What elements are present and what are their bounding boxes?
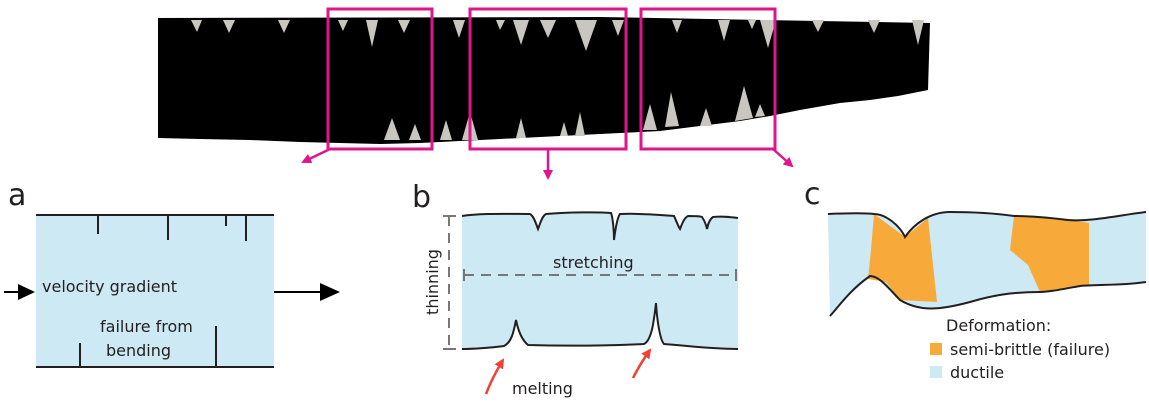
- zoom-arrow-a: [301, 147, 331, 164]
- panel-c-bottom-edge: [829, 274, 1147, 317]
- panel-b: b thinning stretching melting: [412, 180, 739, 398]
- panel-a-ice-block: [36, 215, 274, 367]
- zoom-box-a: [326, 7, 434, 151]
- panel-c-letter: c: [804, 177, 821, 212]
- melting-arrows: [484, 348, 652, 395]
- stretching-indicator: [463, 269, 737, 281]
- legend-title: Deformation:: [946, 316, 1051, 335]
- zoom-arrow-c: [772, 148, 794, 168]
- legend-swatch-ductile: [930, 366, 942, 378]
- failure-from-label: failure from: [100, 317, 193, 336]
- panel-b-letter: b: [412, 180, 431, 215]
- velocity-gradient-label: velocity gradient: [42, 277, 177, 296]
- ice-shelf-body: [158, 17, 930, 144]
- legend-label-ductile: ductile: [950, 363, 1004, 382]
- semi-brittle-zone-1: [868, 214, 937, 302]
- panel-a-fractures: [79, 215, 247, 367]
- panel-c: c Deformation: semi-brittle (failure) du…: [804, 177, 1147, 382]
- panel-b-bottom-edge: [461, 302, 739, 350]
- panel-a-letter: a: [8, 178, 26, 213]
- panel-c-top-edge: [827, 210, 1147, 240]
- thinning-indicator: [443, 215, 456, 350]
- crevasses-top: [191, 20, 924, 51]
- legend-swatch-semi-brittle: [930, 343, 942, 355]
- zoom-box-c: [639, 7, 777, 151]
- legend-label-semi-brittle: semi-brittle (failure): [950, 340, 1110, 359]
- stretching-label: stretching: [553, 253, 634, 272]
- right-arrowhead: [320, 283, 340, 301]
- panel-b-ice-block: [462, 212, 738, 349]
- panel-b-top-edge: [461, 211, 739, 241]
- ice-shelf-overview: [158, 7, 930, 180]
- melting-arrow-right: [631, 348, 652, 379]
- bending-label: bending: [106, 341, 171, 360]
- left-arrowhead: [18, 284, 35, 300]
- crevasses-bottom: [384, 86, 765, 140]
- zoom-arrows: [301, 147, 794, 180]
- melting-label: melting: [512, 379, 573, 398]
- thinning-label: thinning: [423, 249, 442, 315]
- melting-arrow-left: [484, 358, 505, 395]
- semi-brittle-zone-2: [1010, 216, 1089, 292]
- panel-a: a velocity gradient failure from bending: [4, 178, 340, 368]
- legend: Deformation: semi-brittle (failure) duct…: [930, 316, 1110, 382]
